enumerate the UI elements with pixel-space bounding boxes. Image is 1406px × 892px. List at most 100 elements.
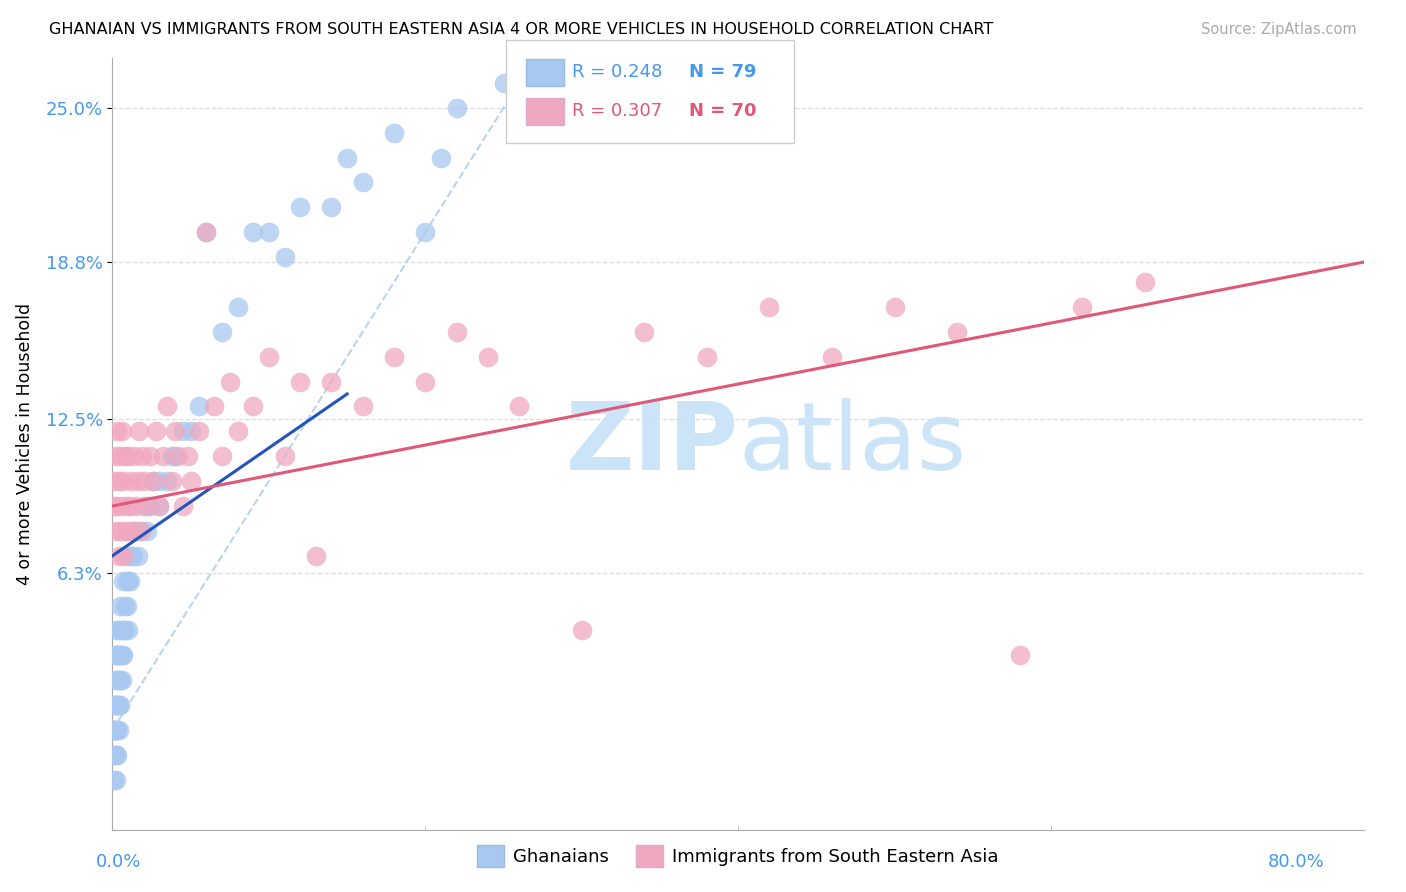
Point bbox=[446, 325, 468, 339]
Point bbox=[156, 400, 179, 414]
Text: R = 0.248: R = 0.248 bbox=[572, 63, 662, 81]
Point bbox=[187, 400, 209, 414]
Point bbox=[115, 599, 138, 613]
Point bbox=[104, 747, 127, 762]
Text: atlas: atlas bbox=[738, 398, 966, 490]
Point bbox=[633, 325, 655, 339]
Point bbox=[104, 673, 127, 688]
Point bbox=[139, 449, 162, 463]
Legend: Ghanaians, Immigrants from South Eastern Asia: Ghanaians, Immigrants from South Eastern… bbox=[470, 838, 1007, 874]
Point bbox=[571, 624, 593, 638]
Point bbox=[382, 126, 405, 140]
Point bbox=[135, 524, 157, 538]
Point bbox=[305, 549, 328, 563]
Point bbox=[176, 449, 198, 463]
Text: 80.0%: 80.0% bbox=[1268, 853, 1324, 871]
Point bbox=[131, 449, 153, 463]
Point bbox=[111, 624, 134, 638]
Point bbox=[321, 200, 343, 214]
Point bbox=[883, 300, 905, 314]
Point bbox=[415, 225, 437, 239]
Point bbox=[142, 474, 165, 488]
Point bbox=[107, 648, 129, 663]
Point bbox=[105, 499, 128, 513]
Point bbox=[257, 225, 280, 239]
Text: N = 79: N = 79 bbox=[689, 63, 756, 81]
Point bbox=[118, 574, 141, 588]
Point bbox=[105, 673, 128, 688]
Point bbox=[696, 350, 718, 364]
Point bbox=[257, 350, 280, 364]
Point bbox=[104, 772, 127, 787]
Point bbox=[104, 698, 127, 712]
Point bbox=[145, 425, 167, 439]
Point bbox=[446, 101, 468, 115]
Point bbox=[107, 474, 129, 488]
Point bbox=[290, 200, 312, 214]
Point bbox=[273, 449, 295, 463]
Point bbox=[125, 499, 148, 513]
Point bbox=[202, 400, 225, 414]
Point bbox=[430, 151, 453, 165]
Point bbox=[118, 499, 141, 513]
Point bbox=[127, 474, 149, 488]
Point bbox=[129, 524, 152, 538]
Y-axis label: 4 or more Vehicles in Household: 4 or more Vehicles in Household bbox=[17, 302, 34, 585]
Point bbox=[111, 425, 134, 439]
Point bbox=[148, 474, 170, 488]
Point bbox=[111, 673, 134, 688]
Point bbox=[117, 549, 139, 563]
Point bbox=[107, 723, 129, 737]
Point bbox=[180, 474, 202, 488]
Point bbox=[127, 549, 149, 563]
Point bbox=[226, 300, 249, 314]
Point bbox=[104, 524, 127, 538]
Point bbox=[290, 375, 312, 389]
Point bbox=[103, 772, 125, 787]
Text: GHANAIAN VS IMMIGRANTS FROM SOUTH EASTERN ASIA 4 OR MORE VEHICLES IN HOUSEHOLD C: GHANAIAN VS IMMIGRANTS FROM SOUTH EASTER… bbox=[49, 22, 994, 37]
Point bbox=[110, 698, 132, 712]
Point bbox=[121, 549, 143, 563]
Text: 0.0%: 0.0% bbox=[96, 853, 141, 871]
Point bbox=[352, 176, 374, 190]
Point bbox=[129, 524, 152, 538]
Point bbox=[160, 449, 183, 463]
Point bbox=[211, 449, 233, 463]
Point bbox=[120, 549, 142, 563]
Point bbox=[163, 425, 186, 439]
Point bbox=[112, 474, 135, 488]
Point bbox=[821, 350, 844, 364]
Point bbox=[508, 400, 530, 414]
Point bbox=[117, 574, 139, 588]
Point bbox=[105, 747, 128, 762]
Point bbox=[242, 225, 264, 239]
Point bbox=[1008, 648, 1031, 663]
Point bbox=[107, 698, 129, 712]
Point bbox=[1133, 275, 1156, 289]
Point bbox=[114, 524, 136, 538]
Point bbox=[163, 449, 186, 463]
Point bbox=[103, 698, 125, 712]
Point bbox=[148, 499, 170, 513]
Point bbox=[415, 375, 437, 389]
Point bbox=[117, 449, 139, 463]
Point bbox=[111, 648, 134, 663]
Point bbox=[352, 400, 374, 414]
Point bbox=[124, 524, 146, 538]
Point bbox=[117, 624, 139, 638]
Point bbox=[111, 499, 134, 513]
Point bbox=[110, 524, 132, 538]
Point bbox=[758, 300, 780, 314]
Point bbox=[103, 747, 125, 762]
Point bbox=[110, 673, 132, 688]
Text: ZIP: ZIP bbox=[565, 398, 738, 490]
Point bbox=[104, 648, 127, 663]
Point bbox=[125, 524, 148, 538]
Point bbox=[172, 499, 194, 513]
Point bbox=[114, 449, 136, 463]
Point bbox=[115, 499, 138, 513]
Point bbox=[477, 350, 499, 364]
Point bbox=[121, 524, 143, 538]
Point bbox=[105, 648, 128, 663]
Point bbox=[112, 648, 135, 663]
